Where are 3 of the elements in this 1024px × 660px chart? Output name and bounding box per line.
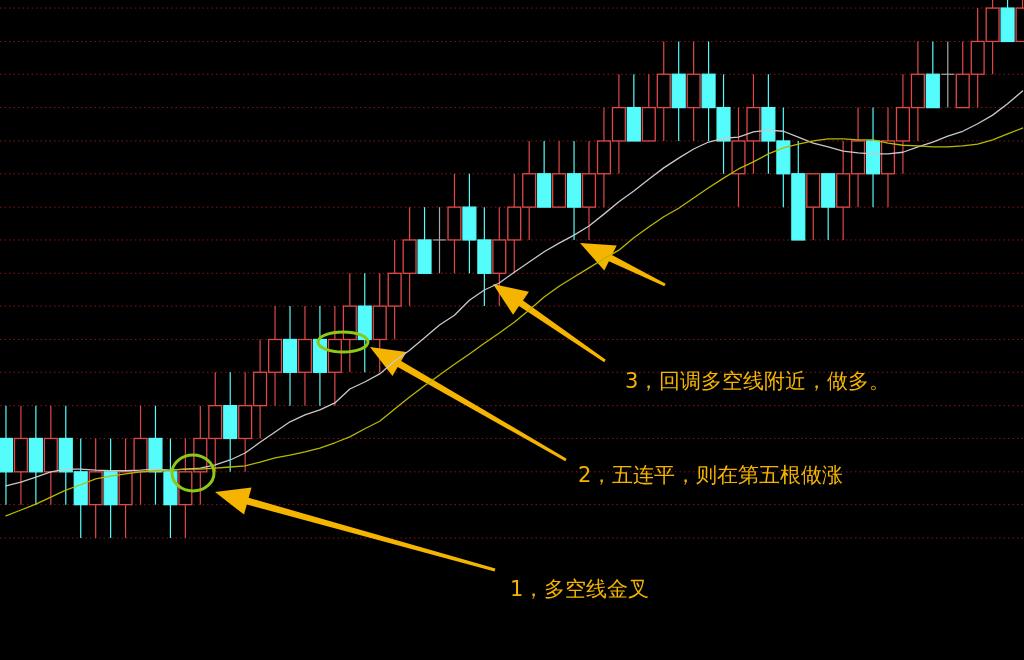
annotation: 1，多空线金叉 xyxy=(510,577,650,601)
annotation: 3，回调多空线附近，做多。 xyxy=(625,369,891,393)
annotation: 2，五连平，则在第五根做涨 xyxy=(578,463,844,487)
